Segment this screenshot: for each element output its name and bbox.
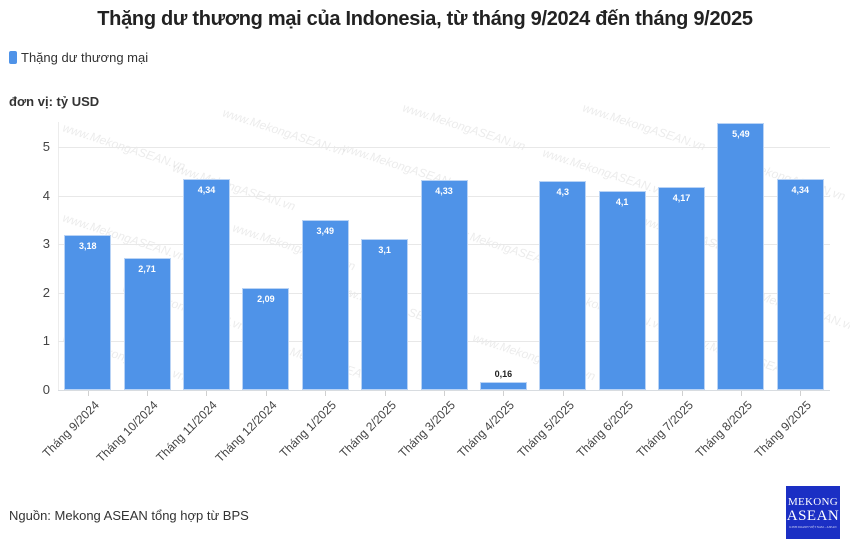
bar-value-label: 3,18 bbox=[78, 241, 97, 252]
bar-value-label: 2,71 bbox=[138, 264, 156, 275]
source-note: Nguồn: Mekong ASEAN tổng hợp từ BPS bbox=[9, 508, 249, 523]
bar[interactable] bbox=[717, 123, 765, 390]
x-tick-label: Tháng 12/2024 bbox=[212, 398, 280, 465]
x-tick bbox=[503, 391, 505, 396]
x-tick-label: Tháng 2/2025 bbox=[336, 398, 399, 461]
x-tick-label: Tháng 1/2025 bbox=[276, 398, 340, 461]
bar[interactable] bbox=[776, 179, 824, 390]
legend[interactable]: Thặng dư thương mại bbox=[9, 50, 148, 65]
bar-value-label: 4,34 bbox=[197, 185, 216, 196]
x-tick bbox=[325, 391, 327, 396]
logo-tagline: KINH DOANH VIỆT NAM – ASEAN bbox=[789, 524, 837, 529]
x-tick bbox=[562, 391, 564, 396]
bar-value-label: 4,17 bbox=[672, 193, 691, 204]
x-tick-label: Tháng 9/2024 bbox=[39, 398, 102, 461]
x-axis-baseline bbox=[58, 390, 830, 391]
bar[interactable] bbox=[658, 187, 706, 390]
bar[interactable] bbox=[182, 179, 230, 390]
bar[interactable] bbox=[123, 258, 171, 390]
x-tick-label: Tháng 4/2025 bbox=[455, 398, 518, 461]
bar[interactable] bbox=[539, 181, 587, 390]
y-tick-label: 1 bbox=[42, 333, 50, 349]
x-tick bbox=[444, 391, 445, 396]
x-tick bbox=[384, 391, 386, 396]
x-tick-label: Tháng 8/2025 bbox=[692, 398, 755, 461]
bar[interactable] bbox=[361, 239, 409, 390]
chart-title: Thặng dư thương mại của Indonesia, từ th… bbox=[97, 8, 753, 30]
legend-label: Thặng dư thương mại bbox=[21, 50, 149, 65]
logo-text-line1: MEKONG bbox=[787, 495, 839, 508]
y-axis-line bbox=[58, 122, 59, 390]
unit-label: đơn vị: tỷ USD bbox=[9, 94, 100, 109]
y-tick-label: 3 bbox=[42, 236, 50, 252]
x-tick bbox=[265, 391, 267, 396]
logo-text-line2: ASEAN bbox=[786, 507, 840, 524]
x-tick bbox=[622, 391, 624, 396]
x-tick bbox=[87, 391, 89, 396]
bar-value-label: 0,16 bbox=[494, 369, 513, 380]
x-tick-label: Tháng 3/2025 bbox=[395, 398, 458, 461]
bar[interactable] bbox=[420, 179, 468, 390]
y-tick-label: 2 bbox=[42, 284, 50, 300]
bar[interactable] bbox=[479, 382, 527, 390]
x-tick-label: Tháng 7/2025 bbox=[633, 398, 696, 461]
bar[interactable] bbox=[64, 235, 112, 390]
bar-value-label: 4,34 bbox=[791, 185, 810, 196]
bar-value-label: 3,49 bbox=[316, 226, 334, 237]
x-tick-label: Tháng 9/2025 bbox=[751, 398, 815, 461]
bar[interactable] bbox=[598, 190, 646, 390]
gridline bbox=[58, 147, 830, 148]
y-tick-label: 0 bbox=[42, 382, 50, 397]
legend-swatch-icon bbox=[9, 51, 17, 64]
x-tick-label: Tháng 5/2025 bbox=[514, 398, 577, 461]
x-tick bbox=[147, 391, 149, 396]
x-tick-label: Tháng 11/2024 bbox=[153, 398, 221, 465]
plot-area: 3,18 2,71 4,34 2,09 3,49 3,1 4,33 0,16 4,3 4,1 4,1… bbox=[58, 122, 830, 396]
x-tick bbox=[681, 391, 683, 396]
bar-value-label: 2,09 bbox=[257, 294, 275, 305]
x-tick bbox=[800, 391, 802, 396]
bar-value-label: 4,33 bbox=[435, 185, 453, 196]
y-tick-label: 5 bbox=[42, 139, 50, 154]
bar-value-label: 4,3 bbox=[556, 187, 570, 198]
bar-value-label: 5,49 bbox=[732, 129, 750, 140]
bar-value-label: 4,1 bbox=[615, 196, 629, 207]
x-tick bbox=[206, 391, 208, 396]
x-tick bbox=[740, 391, 742, 396]
y-tick-label: 4 bbox=[42, 187, 50, 203]
x-tick-label: Tháng 10/2024 bbox=[93, 398, 161, 465]
bar[interactable] bbox=[301, 220, 349, 390]
mekong-asean-logo: MEKONG ASEAN KINH DOANH VIỆT NAM – ASEAN bbox=[786, 486, 840, 539]
bar[interactable] bbox=[242, 288, 290, 390]
x-tick-label: Tháng 6/2025 bbox=[573, 398, 637, 461]
bar-value-label: 3,1 bbox=[378, 245, 391, 256]
